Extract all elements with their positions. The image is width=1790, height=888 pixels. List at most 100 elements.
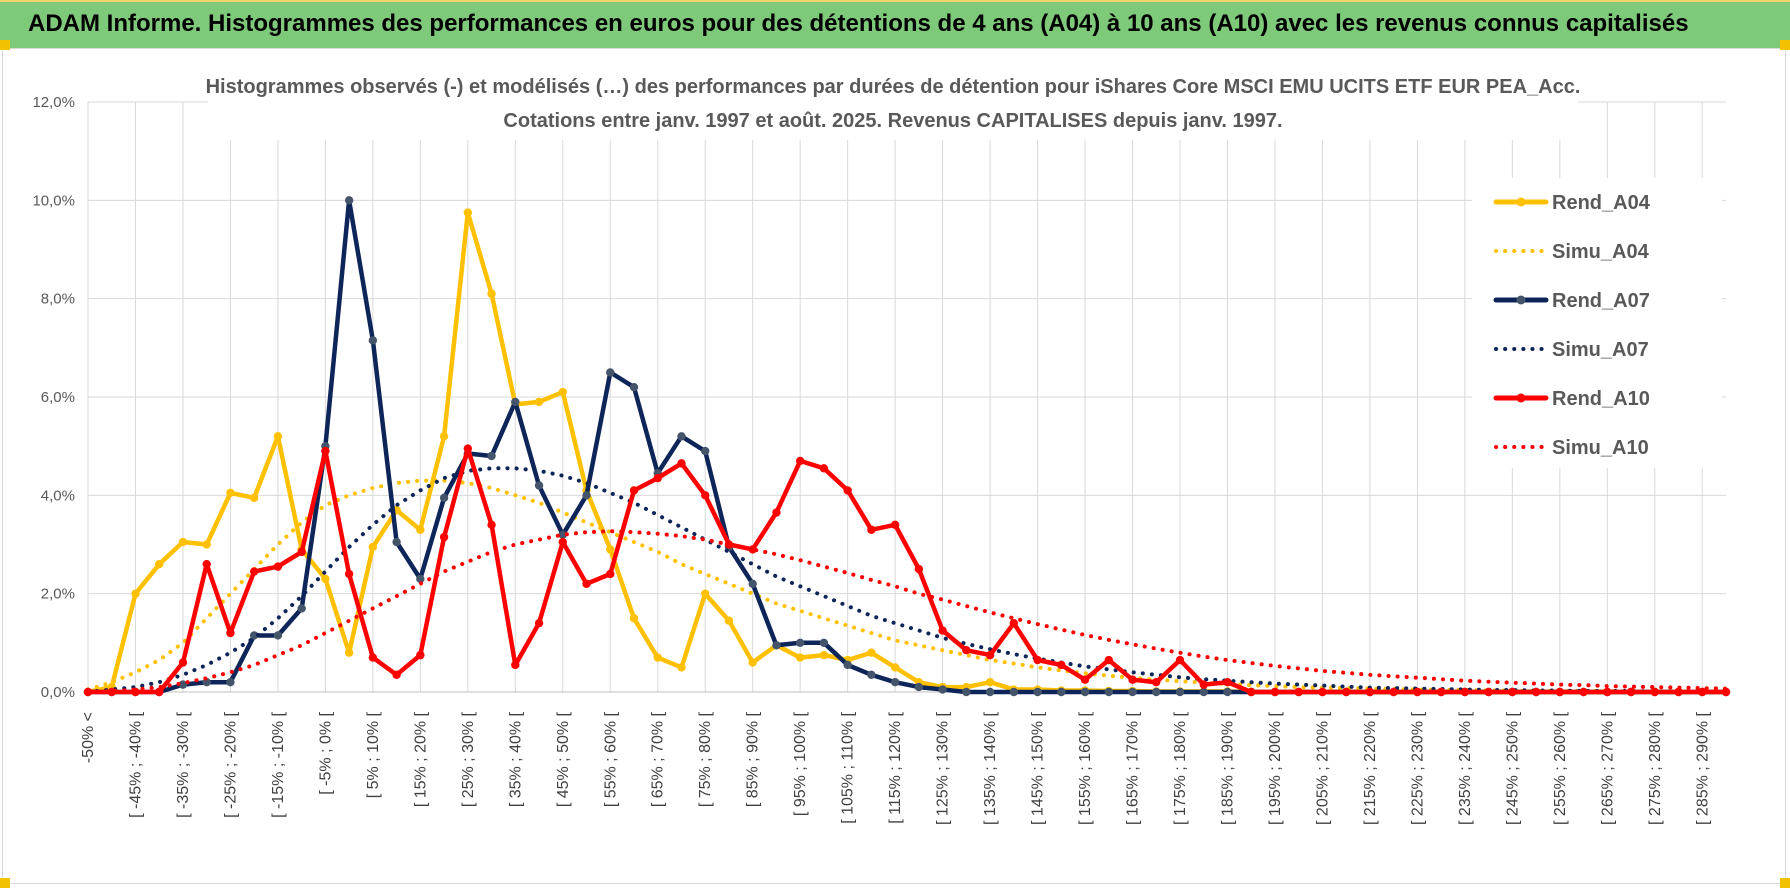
data-point xyxy=(1152,687,1161,697)
x-tick-label: [ 85% ; 90% [ xyxy=(745,711,762,807)
data-point xyxy=(653,473,662,483)
corner-decoration xyxy=(1780,878,1790,888)
data-point xyxy=(368,653,378,662)
data-point xyxy=(819,638,829,648)
data-point xyxy=(249,567,259,576)
data-point xyxy=(985,687,995,697)
data-point xyxy=(819,650,829,660)
data-point xyxy=(273,562,283,571)
data-point xyxy=(534,618,544,628)
data-point xyxy=(1223,687,1232,697)
data-point xyxy=(914,564,924,574)
data-point xyxy=(606,569,615,579)
data-point xyxy=(1698,687,1707,697)
data-point xyxy=(867,525,876,534)
x-tick-label: [ 275% ; 280% [ xyxy=(1647,711,1664,825)
data-point xyxy=(1341,687,1351,697)
data-point xyxy=(1389,687,1398,697)
data-point xyxy=(368,542,378,552)
data-point xyxy=(985,677,995,687)
data-point xyxy=(226,628,235,638)
data-point xyxy=(1318,687,1327,697)
legend-marker xyxy=(1516,197,1526,207)
series-line-simu-a10 xyxy=(86,529,1728,694)
legend-label: Simu_A04 xyxy=(1552,241,1650,263)
data-point xyxy=(1057,687,1066,697)
chart-frame xyxy=(2,48,1786,884)
legend-marker xyxy=(1516,295,1526,305)
legend-item: Rend_A07 xyxy=(1493,290,1650,312)
data-point xyxy=(1175,655,1185,665)
legend-label: Simu_A10 xyxy=(1552,437,1649,459)
data-point xyxy=(534,397,544,407)
x-tick-label: [ 255% ; 260% [ xyxy=(1552,711,1569,825)
data-point xyxy=(1152,677,1161,687)
y-tick-label: 4,0% xyxy=(41,487,75,504)
data-point xyxy=(701,589,710,598)
x-tick-label: [ 125% ; 130% [ xyxy=(935,711,952,825)
x-tick-label: [ 25% ; 30% [ xyxy=(460,711,477,807)
data-point xyxy=(344,569,354,579)
data-point xyxy=(1080,687,1090,697)
x-tick-label: [ 135% ; 140% [ xyxy=(982,711,999,825)
data-point xyxy=(1626,687,1636,697)
legend-item: Simu_A04 xyxy=(1494,241,1650,263)
data-point xyxy=(795,638,805,648)
x-tick-label: [ 175% ; 180% [ xyxy=(1172,711,1189,825)
x-tick-label: [ 35% ; 40% [ xyxy=(507,711,524,807)
data-point xyxy=(677,459,686,468)
data-point xyxy=(938,685,947,694)
data-point xyxy=(748,545,757,554)
data-point xyxy=(772,641,781,650)
data-point xyxy=(1460,687,1470,697)
data-point xyxy=(321,446,330,456)
x-tick-label: [ -25% ; -20% [ xyxy=(222,711,239,817)
x-tick-label: [ 265% ; 270% [ xyxy=(1599,711,1616,825)
data-point xyxy=(867,648,876,657)
data-point xyxy=(416,650,425,660)
legend-label: Rend_A04 xyxy=(1552,192,1651,214)
data-point xyxy=(1104,687,1113,697)
data-point xyxy=(297,547,306,557)
data-point xyxy=(1199,680,1208,689)
data-point xyxy=(321,574,330,584)
legend-marker xyxy=(1516,393,1526,403)
data-point xyxy=(368,336,378,345)
data-point xyxy=(226,488,235,498)
data-point xyxy=(202,540,211,549)
x-axis: -50% < [ -45% ; -40% [[ -35% ; -30% [[ -2… xyxy=(80,691,1726,825)
x-tick-label: [ 45% ; 50% [ xyxy=(555,711,572,807)
data-point xyxy=(938,626,947,635)
data-point xyxy=(1365,687,1375,697)
data-point xyxy=(1413,687,1422,697)
data-point xyxy=(511,397,520,407)
data-point xyxy=(1128,675,1137,684)
x-tick-label: [ 215% ; 220% [ xyxy=(1362,711,1379,825)
data-point xyxy=(867,670,876,679)
data-point xyxy=(772,508,781,517)
data-point xyxy=(487,520,496,530)
header-banner: ADAM Informe. Histogrammes des performan… xyxy=(0,0,1790,48)
x-tick-label: [ 5% ; 10% [ xyxy=(365,711,382,798)
data-point xyxy=(1436,687,1446,697)
x-tick-label: [ 145% ; 150% [ xyxy=(1030,711,1047,825)
data-point xyxy=(1650,687,1659,697)
y-tick-label: 10,0% xyxy=(32,192,75,209)
data-point xyxy=(629,486,639,495)
chart-title-line2: Cotations entre janv. 1997 et août. 2025… xyxy=(503,110,1282,132)
data-point xyxy=(843,660,852,670)
data-point xyxy=(985,650,995,660)
data-point xyxy=(914,682,924,692)
legend: Rend_A04 Simu_A04 Rend_A07 Simu_A07 Rend_A10… xyxy=(1472,178,1722,468)
y-tick-label: 0,0% xyxy=(41,684,75,701)
x-tick-label: [ 105% ; 110% [ xyxy=(840,711,857,823)
data-point xyxy=(582,579,591,589)
data-point xyxy=(795,653,805,662)
data-point xyxy=(1579,687,1588,697)
data-point xyxy=(629,382,639,392)
data-point xyxy=(1199,687,1208,697)
chart-title-line1: Histogrammes observés (-) et modélisés (… xyxy=(206,76,1581,98)
series-line-simu-a07 xyxy=(86,466,1728,694)
data-point xyxy=(273,432,283,441)
x-tick-label: [ 165% ; 170% [ xyxy=(1125,711,1142,825)
